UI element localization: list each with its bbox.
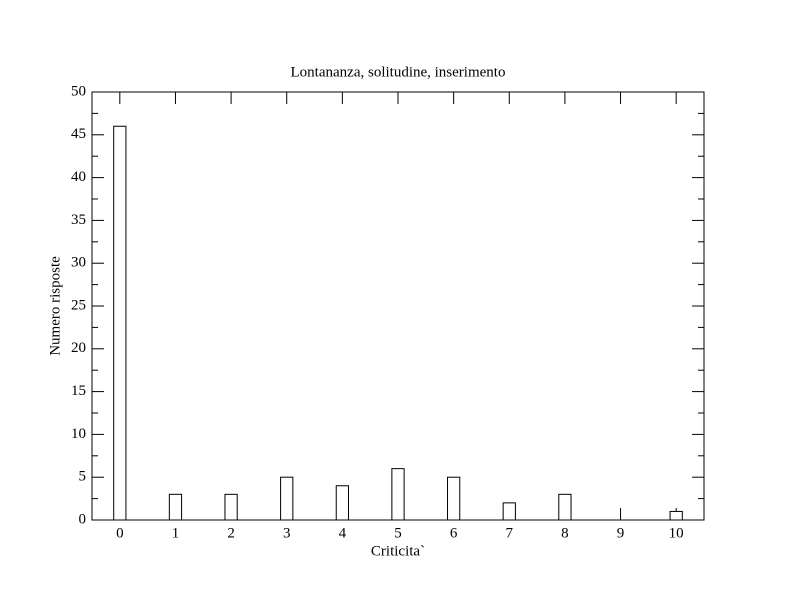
x-tick-label: 1 — [172, 525, 180, 541]
y-tick-label: 15 — [71, 383, 86, 399]
x-tick-label: 4 — [339, 525, 347, 541]
bar — [502, 502, 516, 521]
x-tick-label: 2 — [227, 525, 235, 541]
y-tick-label: 35 — [71, 212, 86, 228]
y-tick-label: 40 — [71, 169, 86, 185]
x-tick-label: 6 — [450, 525, 458, 541]
x-axis-label: Criticita` — [371, 543, 425, 559]
x-tick-label: 3 — [283, 525, 291, 541]
bar — [280, 476, 294, 521]
x-tick-label: 9 — [617, 525, 625, 541]
y-tick-label: 50 — [71, 83, 86, 99]
y-tick-label: 45 — [71, 126, 86, 142]
x-tick-label: 8 — [561, 525, 569, 541]
x-tick-label: 5 — [394, 525, 402, 541]
bar — [447, 476, 461, 521]
bar — [335, 485, 349, 521]
bar — [558, 493, 572, 521]
y-tick-label: 5 — [79, 469, 87, 485]
x-tick-label: 10 — [669, 525, 684, 541]
y-axis-label: Numero risposte — [47, 256, 63, 356]
chart-title: Lontananza, solitudine, inserimento — [291, 64, 506, 80]
y-tick-label: 30 — [71, 255, 86, 271]
bar — [168, 493, 183, 521]
x-tick-label: 7 — [506, 525, 514, 541]
y-tick-label: 20 — [71, 340, 86, 356]
y-tick-label: 0 — [79, 511, 87, 527]
x-tick-label: 0 — [116, 525, 124, 541]
bar — [669, 510, 683, 521]
bar — [113, 125, 127, 521]
y-tick-label: 10 — [71, 426, 86, 442]
bar — [391, 468, 405, 521]
bar — [224, 493, 238, 521]
y-tick-label: 25 — [71, 297, 86, 313]
